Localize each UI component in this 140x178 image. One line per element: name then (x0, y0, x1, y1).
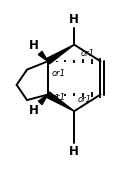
Text: or1: or1 (81, 49, 95, 58)
Text: or1: or1 (78, 95, 92, 104)
Polygon shape (38, 51, 48, 61)
Text: H: H (69, 13, 79, 26)
Polygon shape (38, 95, 48, 104)
Polygon shape (46, 92, 74, 111)
Text: or1: or1 (52, 93, 66, 102)
Text: H: H (29, 39, 39, 52)
Polygon shape (46, 45, 74, 64)
Text: H: H (69, 145, 79, 158)
Text: H: H (29, 104, 39, 117)
Text: or1: or1 (52, 69, 66, 78)
